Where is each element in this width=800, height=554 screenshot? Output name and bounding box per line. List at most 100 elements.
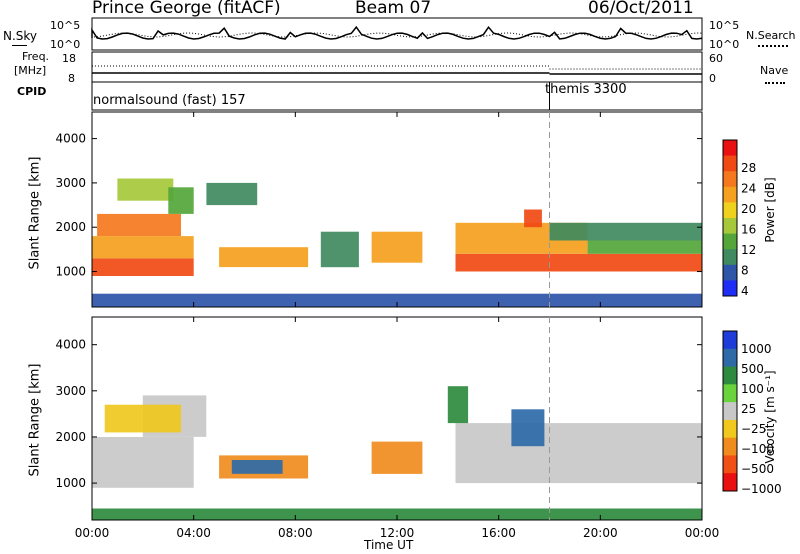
power-region-4 [168, 187, 194, 214]
velocity-colorbar-swatch-8 [723, 473, 737, 492]
freq-unit: [MHz] [14, 64, 47, 77]
x-tick-label-4: 16:00 [481, 526, 516, 540]
velocity-region-0 [92, 437, 194, 488]
velocity-colorbar-swatch-2 [723, 366, 737, 385]
freq-panel-frame [91, 51, 703, 83]
power-colorbar-swatch-5 [723, 218, 737, 235]
velocity-region-6 [455, 423, 702, 484]
power-colorbar-swatch-8 [723, 264, 737, 281]
power-ytick-label-0: 1000 [55, 265, 86, 279]
velocity-colorbar-tick-3: 25 [741, 402, 756, 416]
x-tick-label-0: 00:00 [75, 526, 110, 540]
nsky-trace [91, 25, 703, 40]
x-tick-label-3: 12:00 [380, 526, 415, 540]
power-colorbar-frame [722, 139, 738, 297]
nsearch-line-key [758, 45, 788, 47]
power-colorbar-swatch-2 [723, 171, 737, 188]
power-colorbar-tick-4: 12 [741, 243, 756, 257]
velocity-colorbar-swatch-0 [723, 331, 737, 350]
velocity-ytick-label-1: 2000 [55, 430, 86, 444]
nave-tick-high: 60 [709, 52, 723, 65]
nsearch-tick-low: 10^0 [709, 38, 740, 51]
nsearch-label: N.Search [746, 29, 796, 42]
velocity-ytick-label-0: 1000 [55, 476, 86, 490]
velocity-colorbar-swatch-3 [723, 384, 737, 403]
velocity-colorbar-tick-4: −25 [741, 422, 766, 436]
velocity-colorbar-tick-0: 1000 [741, 342, 772, 356]
velocity-colorbar-frame [722, 330, 738, 492]
nave-tick-low: 0 [709, 72, 716, 85]
nsky-label: N.Sky [3, 29, 38, 43]
power-colorbar-swatch-4 [723, 202, 737, 219]
freq-tick-high: 18 [62, 52, 76, 65]
power-ytick-label-1: 2000 [55, 220, 86, 234]
nave-label: Nave [760, 64, 789, 77]
power-colorbar-tick-5: 8 [741, 264, 749, 278]
x-tick-label-1: 04:00 [176, 526, 211, 540]
velocity-region-2 [104, 404, 181, 433]
power-colorbar-tick-1: 24 [741, 182, 756, 196]
velocity-region-5 [371, 441, 423, 474]
cpid-segment-1: normalsound (fast) 157 [93, 93, 246, 108]
power-region-6 [206, 182, 258, 206]
power-colorbar-tick-6: 4 [741, 284, 749, 298]
x-tick-label-2: 08:00 [278, 526, 313, 540]
velocity-colorbar-tick-2: 100 [741, 382, 764, 396]
power-region-9 [455, 253, 702, 272]
power-region-13 [549, 222, 702, 241]
power-ytick-label-2: 3000 [55, 176, 86, 190]
power-region-12 [587, 240, 702, 254]
freq-label: Freq. [22, 50, 50, 63]
velocity-colorbar-tick-7: −1000 [741, 482, 782, 496]
nsky-line-key [12, 45, 27, 46]
x-axis-title: Time UT [364, 538, 414, 552]
power-colorbar-swatch-3 [723, 186, 737, 203]
velocity-region-8 [511, 409, 545, 447]
velocity-region-4 [231, 460, 283, 474]
cpid-segment-2: themis 3300 [545, 82, 627, 97]
beam-label: Beam 07 [355, 0, 432, 18]
power-colorbar-swatch-9 [723, 280, 737, 297]
radar-title: Prince George (fitACF) [92, 0, 281, 18]
power-region-7 [371, 231, 423, 263]
velocity-colorbar-swatch-6 [723, 437, 737, 456]
nsearch-trace [91, 32, 703, 38]
velocity-colorbar-swatch-1 [723, 348, 737, 368]
velocity-colorbar-swatch-7 [723, 455, 737, 474]
freq-tick-low: 8 [68, 72, 75, 85]
velocity-region-9 [92, 508, 702, 520]
power-ytick-label-3: 4000 [55, 132, 86, 146]
velocity-region-7 [447, 386, 469, 424]
power-colorbar-tick-3: 16 [741, 223, 756, 237]
velocity-colorbar-tick-5: −100 [741, 442, 774, 456]
power-colorbar-tick-0: 28 [741, 161, 756, 175]
power-region-1 [92, 236, 194, 259]
velocity-colorbar-swatch-5 [723, 419, 737, 439]
power-region-11 [524, 209, 542, 228]
velocity-colorbar-tick-6: −500 [741, 462, 774, 476]
power-colorbar-swatch-7 [723, 249, 737, 266]
nave-line-key [765, 82, 785, 84]
power-colorbar-swatch-0 [723, 140, 737, 157]
nsky-tick-low: 10^0 [50, 38, 81, 51]
x-tick-label-5: 20:00 [583, 526, 618, 540]
power-colorbar-swatch-6 [723, 233, 737, 250]
power-region-0 [92, 258, 194, 276]
power-region-3 [117, 178, 174, 201]
power-region-2 [97, 213, 181, 237]
power-colorbar-swatch-1 [723, 155, 737, 172]
x-tick-label-6: 00:00 [685, 526, 720, 540]
cpid-label: CPID [17, 85, 47, 98]
velocity-colorbar-swatch-4 [723, 402, 737, 421]
nsky-tick-high: 10^5 [50, 19, 81, 32]
power-region-8 [320, 231, 359, 268]
velocity-ytick-label-2: 3000 [55, 384, 86, 398]
velocity-colorbar-tick-1: 500 [741, 362, 764, 376]
power-colorbar-tick-2: 20 [741, 202, 756, 216]
date-label: 06/Oct/2011 [588, 0, 694, 18]
cpid-panel-frame [91, 81, 703, 111]
power-region-5 [219, 247, 309, 268]
nsearch-tick-high: 10^5 [709, 19, 740, 32]
velocity-ytick-label-3: 4000 [55, 338, 86, 352]
